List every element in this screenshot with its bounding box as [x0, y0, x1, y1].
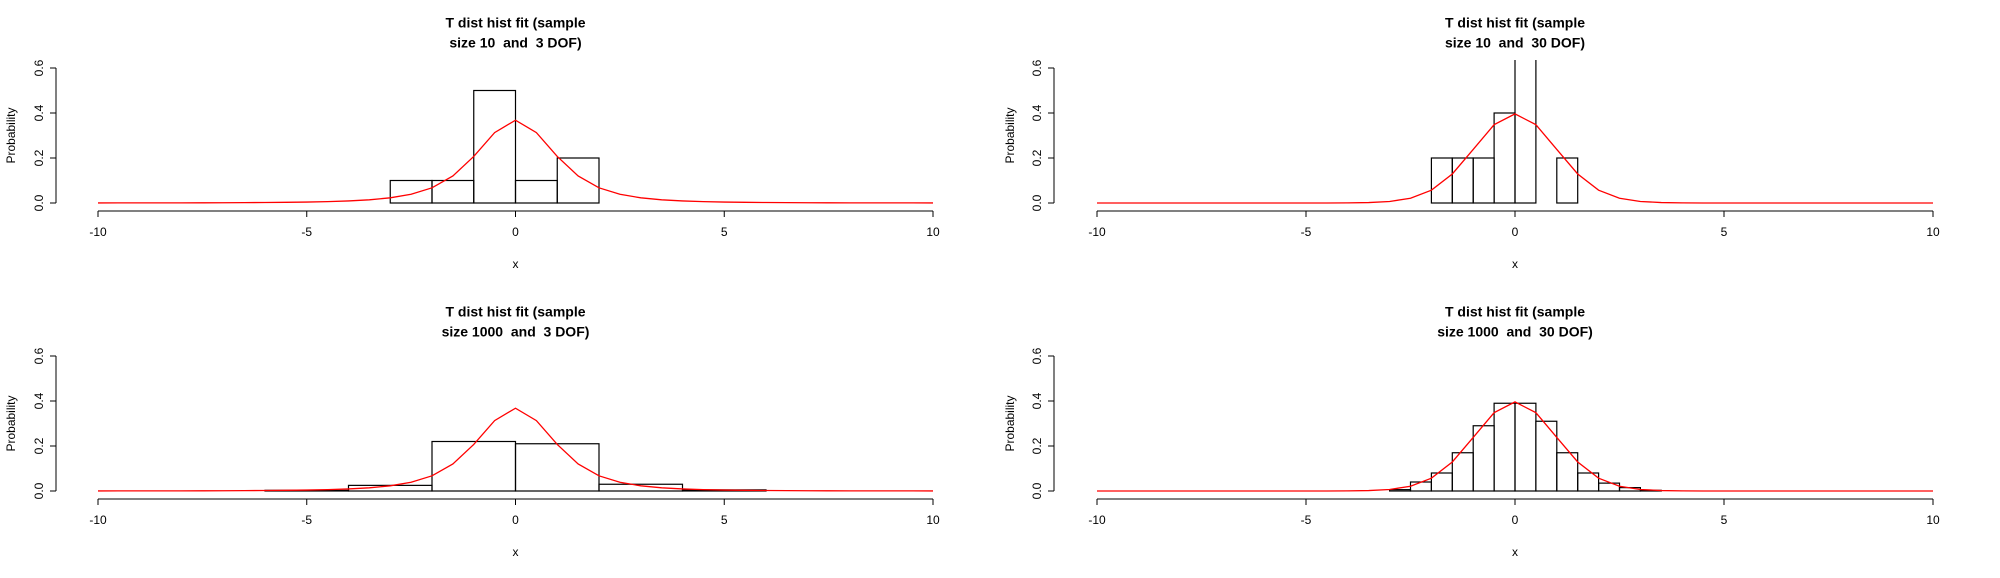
- y-tick-label: 0.2: [1030, 149, 1044, 166]
- hist-bar: [1535, 420, 1558, 492]
- y-tick-label: 0.6: [32, 347, 46, 364]
- x-axis-label: x: [513, 545, 519, 559]
- x-tick-label: 0: [512, 225, 519, 239]
- hist-bar: [514, 179, 558, 204]
- hist-bar: [1597, 482, 1621, 492]
- y-tick-label: 0.0: [32, 482, 46, 499]
- y-tick-label: 0.2: [1030, 437, 1044, 454]
- y-tick-label: 0.6: [32, 59, 46, 76]
- panel: T dist hist fit (sample size 10 and 3 DOF…: [4, 15, 940, 271]
- x-tick-label: -5: [301, 513, 312, 527]
- hist-bar: [1388, 489, 1412, 492]
- y-tick-label: 0.4: [1030, 104, 1044, 121]
- bars: [1430, 60, 1579, 204]
- y-axis-label: Probability: [1003, 107, 1017, 163]
- x-tick-label: 0: [512, 513, 519, 527]
- y-axis-label: Probability: [4, 107, 18, 163]
- x-tick-label: 5: [1721, 225, 1728, 239]
- bars: [1388, 402, 1662, 492]
- hist-bar: [473, 89, 517, 204]
- x-tick-label: 10: [926, 225, 940, 239]
- hist-bar: [431, 440, 517, 492]
- y-tick-label: 0.0: [1030, 482, 1044, 499]
- panel: T dist hist fit (sample size 1000 and 3 D…: [4, 304, 940, 559]
- x-tick-label: -5: [1301, 225, 1312, 239]
- hist-bar: [1472, 425, 1495, 492]
- y-tick-label: 0.4: [32, 392, 46, 409]
- hist-bar: [598, 483, 684, 492]
- chart-title: size 1000 and 30 DOF): [1437, 324, 1593, 340]
- panel: T dist hist fit (sample size 10 and 30 DO…: [1003, 15, 1940, 271]
- y-tick-label: 0.4: [32, 104, 46, 121]
- hist-bar: [1556, 157, 1579, 204]
- panel: T dist hist fit (sample size 1000 and 30 …: [1003, 304, 1940, 559]
- hist-bar: [1493, 112, 1516, 204]
- x-tick-label: -5: [301, 225, 312, 239]
- x-tick-label: 5: [721, 513, 728, 527]
- x-tick-label: 10: [1926, 225, 1940, 239]
- hist-bar: [1556, 452, 1579, 492]
- x-tick-label: 10: [1926, 513, 1940, 527]
- y-tick-label: 0.6: [1030, 347, 1044, 364]
- y-axis-label: Probability: [4, 395, 18, 451]
- x-axis-label: x: [1512, 257, 1518, 271]
- hist-bar: [1409, 481, 1432, 492]
- x-tick-label: -10: [89, 513, 107, 527]
- y-tick-label: 0.0: [32, 194, 46, 211]
- chart-title: size 10 and 30 DOF): [1445, 35, 1585, 51]
- hist-bar: [1514, 402, 1537, 492]
- chart-title: T dist hist fit (sample: [1445, 15, 1585, 31]
- hist-bar: [389, 179, 433, 204]
- x-tick-label: 5: [1721, 513, 1728, 527]
- y-tick-label: 0.2: [32, 437, 46, 454]
- bars: [264, 440, 767, 492]
- x-axis-label: x: [1512, 545, 1518, 559]
- y-tick-label: 0.2: [32, 149, 46, 166]
- x-tick-label: -10: [89, 225, 107, 239]
- hist-bar: [514, 443, 600, 492]
- x-tick-label: 0: [1512, 513, 1519, 527]
- chart-title: T dist hist fit (sample: [445, 304, 585, 320]
- chart-title: size 10 and 3 DOF): [449, 35, 581, 51]
- density-curve: [97, 407, 934, 492]
- x-tick-label: -10: [1088, 225, 1106, 239]
- density-curve: [1097, 401, 1933, 492]
- density-curve: [1097, 113, 1933, 204]
- hist-bar: [1577, 472, 1600, 492]
- x-tick-label: -10: [1088, 513, 1106, 527]
- y-tick-label: 0.0: [1030, 194, 1044, 211]
- x-tick-label: 0: [1512, 225, 1519, 239]
- x-tick-label: 10: [926, 513, 940, 527]
- y-axis-label: Probability: [1003, 395, 1017, 451]
- chart-title: size 1000 and 3 DOF): [442, 324, 590, 340]
- x-tick-label: 5: [721, 225, 728, 239]
- hist-bar: [1451, 157, 1474, 204]
- y-tick-label: 0.4: [1030, 392, 1044, 409]
- chart-title: T dist hist fit (sample: [445, 15, 585, 31]
- hist-bar: [1472, 157, 1495, 204]
- bars: [389, 89, 600, 204]
- y-tick-label: 0.6: [1030, 59, 1044, 76]
- x-tick-label: -5: [1301, 513, 1312, 527]
- chart-title: T dist hist fit (sample: [1445, 304, 1585, 320]
- hist-bar: [1493, 402, 1516, 492]
- hist-bar: [1430, 157, 1453, 204]
- density-curve: [97, 119, 934, 204]
- x-axis-label: x: [513, 257, 519, 271]
- hist-bar: [1514, 60, 1537, 204]
- hist-bar: [556, 157, 600, 204]
